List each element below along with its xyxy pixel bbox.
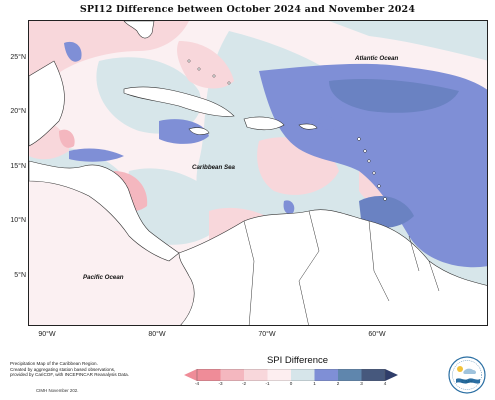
lon-label-70w: 70°W [258,331,276,338]
lat-label-25n: 25°N [10,54,26,61]
spi-legend: -4 -3 -2 -1 0 1 2 3 4 [184,368,398,386]
country-borders [243,210,440,325]
legend-tick: 1 [313,381,316,386]
legend-swatch [291,369,315,381]
legend-swatch [197,369,221,381]
lon-label-60w: 60°W [368,331,386,338]
map-credit: CIMH November 202. [36,388,79,393]
legend-swatch [244,369,268,381]
legend-swatch [267,369,291,381]
legend-tick: 0 [289,381,293,386]
lat-label-10n: 10°N [10,217,26,224]
legend-tick: 4 [383,381,387,386]
cimh-logo [448,356,486,394]
lat-label-15n: 15°N [10,163,26,170]
footnote-line: provided by CariCOF, with INCEPINCAR Rea… [10,372,129,378]
lon-label-90w: 90°W [38,331,56,338]
atlantic-ocean-label: Atlantic Ocean [355,55,399,62]
caribbean-sea-label: Caribbean Sea [192,164,235,171]
spi-map [29,21,487,325]
legend-swatch [361,369,385,381]
figure-title: SPI12 Difference between October 2024 an… [79,4,416,15]
pacific-ocean-label: Pacific Ocean [83,274,124,281]
legend-swatch [220,369,244,381]
legend-title: SPI Difference [266,355,329,366]
legend-arrow-low [184,369,197,381]
blue-positive-areas [64,41,487,308]
lon-label-80w: 80°W [148,331,166,338]
legend-tick: -1 [265,381,270,386]
small-islands [187,59,387,201]
blue-core-areas [329,79,459,228]
legend-swatch [314,369,338,381]
legend-arrow-high [385,369,398,381]
map-frame: Atlantic Ocean Caribbean Sea Pacific Oce… [28,20,488,326]
legend-tick: -4 [194,381,200,386]
legend-swatch [338,369,362,381]
legend-tick: 3 [360,381,363,386]
footnote-line: Precipitation Map of the Caribbean Regio… [10,361,98,366]
legend-tick: -3 [218,381,223,386]
lat-label-20n: 20°N [10,108,26,115]
lat-label-5n: 5°N [14,272,26,279]
legend-tick: -2 [241,381,247,386]
legend-colorbar [184,368,398,382]
map-footnote: Precipitation Map of the Caribbean Regio… [10,361,150,378]
logo-text: CIMH [461,379,473,384]
legend-tick: 2 [336,381,340,386]
land-masses [29,21,487,325]
footnote-line: Created by aggregating station based obs… [10,366,116,372]
